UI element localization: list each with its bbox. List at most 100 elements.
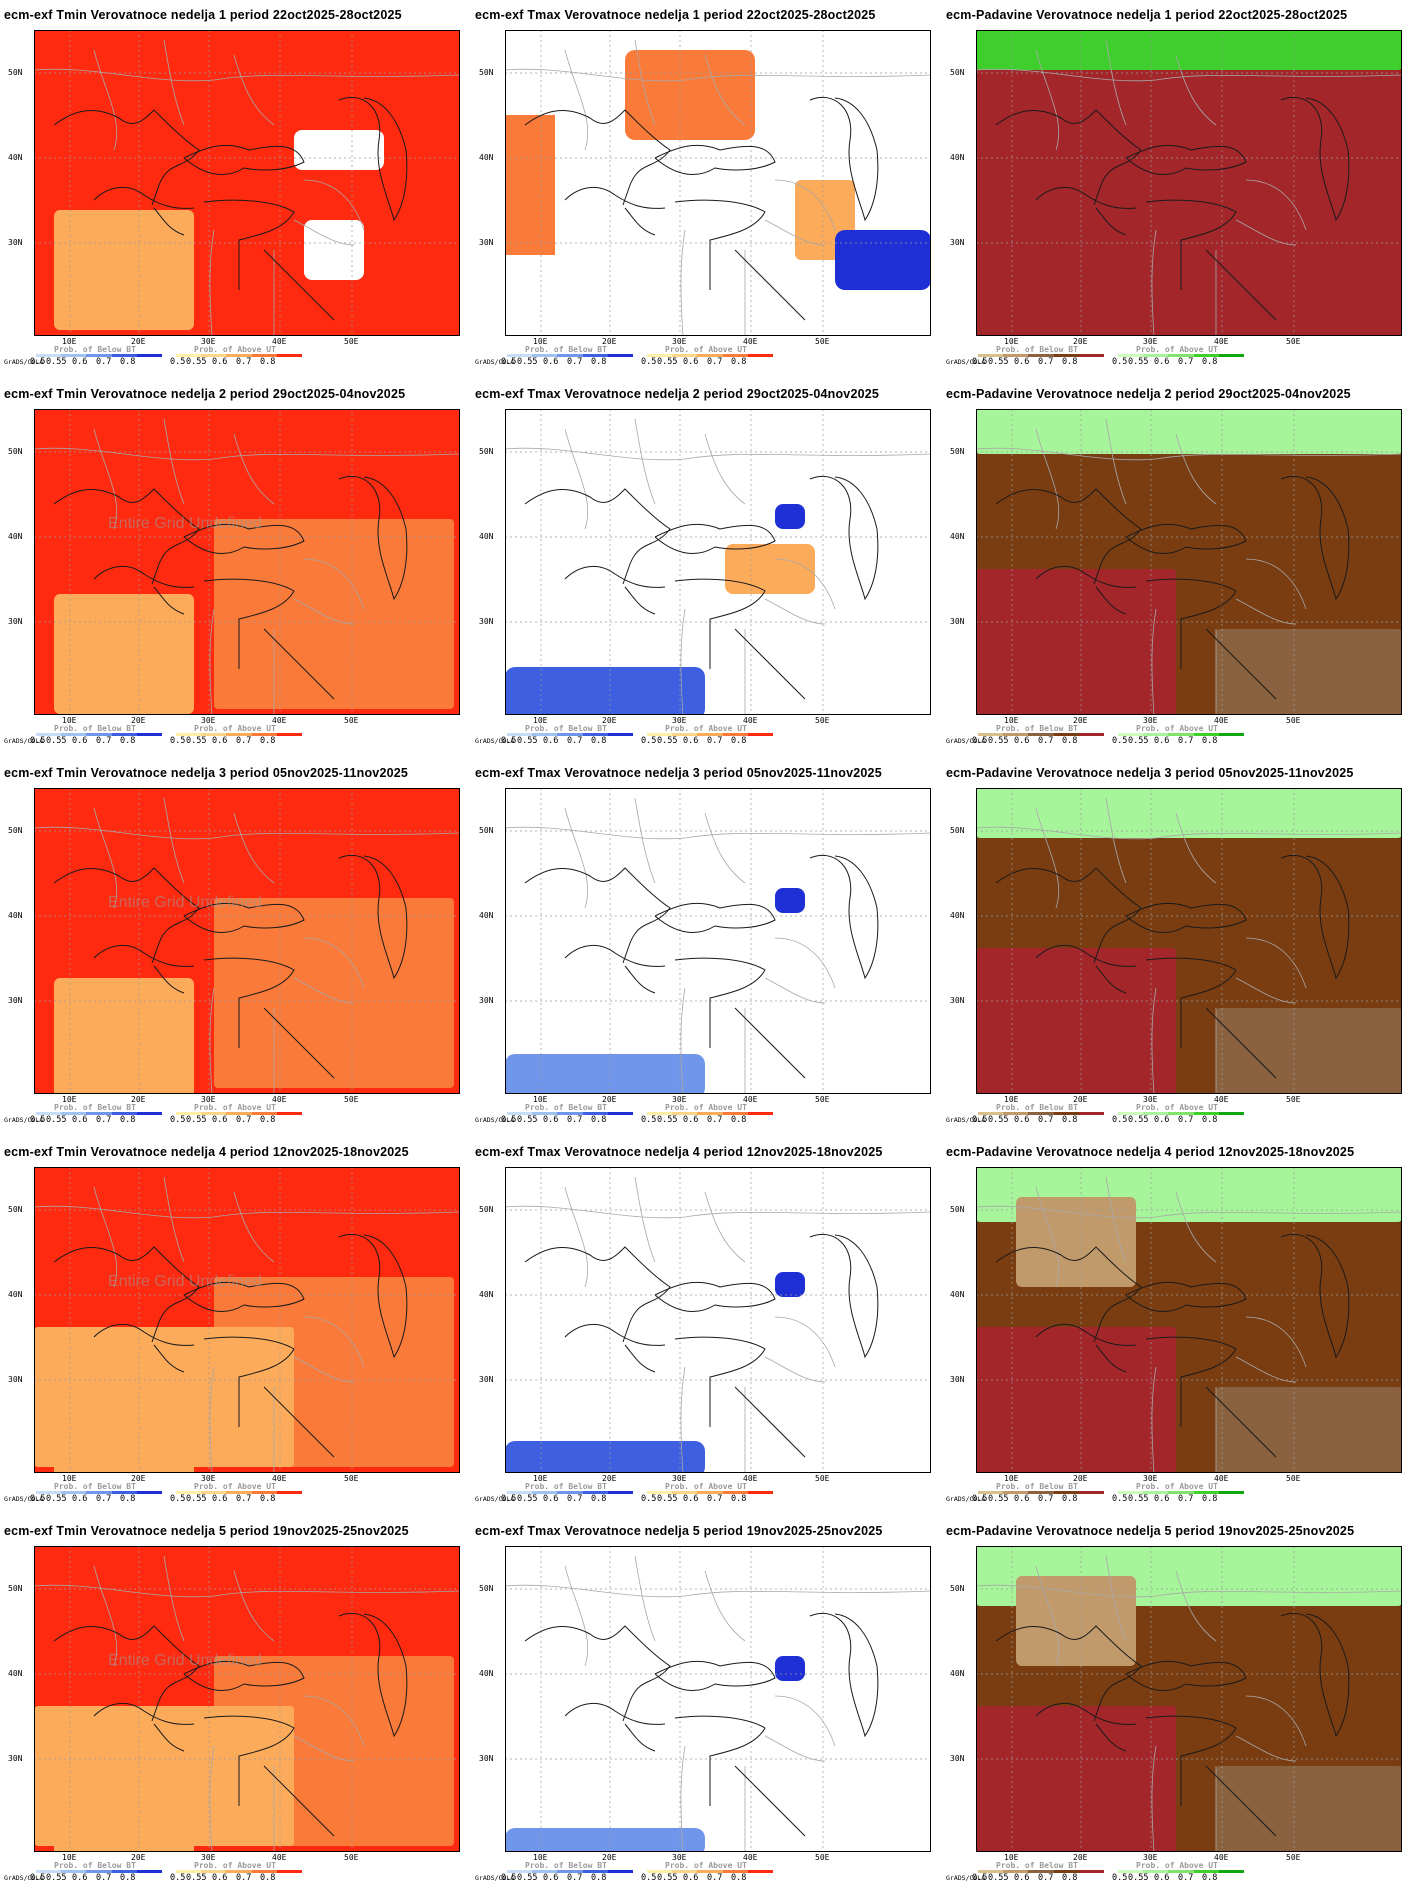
legend-tick-label: 0.5 xyxy=(30,1494,46,1504)
map-panel-tmax-week-5: ecm-exf Tmax Verovatnoce nedelja 5 perio… xyxy=(471,1516,942,1895)
country-border xyxy=(564,807,589,909)
legend-swatch xyxy=(672,1491,698,1494)
latitude-label: 40N xyxy=(479,1290,494,1299)
coastline xyxy=(153,586,185,615)
country-border xyxy=(293,1356,355,1383)
longitude-label: 20E xyxy=(1073,1853,1088,1862)
legend-title: Prob. of Above UT xyxy=(1136,1482,1218,1491)
legend-colorbar xyxy=(507,1870,634,1873)
legend-tick-label: 0.5 xyxy=(972,1494,988,1504)
legend-tick-label: 0.6 xyxy=(1154,736,1170,746)
legend-tick-label: 0.8 xyxy=(1202,1115,1218,1125)
longitude-label: 20E xyxy=(1073,337,1088,346)
legend-swatch xyxy=(136,1491,163,1494)
legend-tick-label: 0.7 xyxy=(1178,357,1194,367)
coastline xyxy=(734,1765,806,1837)
country-border xyxy=(209,987,215,1094)
country-border xyxy=(564,428,589,530)
legend-swatch xyxy=(226,1491,252,1494)
longitude-label: 20E xyxy=(1073,1095,1088,1104)
country-border xyxy=(976,68,1402,82)
legend-swatch xyxy=(1193,1112,1219,1115)
legend-swatch xyxy=(1143,1870,1169,1873)
country-border xyxy=(976,447,1402,461)
legend-colorbar xyxy=(507,1112,634,1115)
legend-tick-label: 0.8 xyxy=(260,1115,276,1125)
legend-swatch xyxy=(251,354,277,357)
legend-tick-label: 0.5 xyxy=(501,1873,517,1883)
legend-tick-label: 0.6 xyxy=(683,1873,699,1883)
country-border xyxy=(34,1205,460,1219)
country-border xyxy=(774,179,836,231)
coastline xyxy=(995,867,1142,964)
legend-swatch xyxy=(1078,1112,1105,1115)
legend-tick-label: 0.6 xyxy=(543,1115,559,1125)
legend-swatch xyxy=(607,733,634,736)
legend-colorbar xyxy=(36,1491,163,1494)
longitude-label: 20E xyxy=(602,716,617,725)
longitude-label: 10E xyxy=(533,716,548,725)
legend-title: Prob. of Below BT xyxy=(525,724,607,733)
legend-tick-label: 0.55 xyxy=(657,1115,678,1125)
legend-tick-label: 0.6 xyxy=(212,1115,228,1125)
coastline xyxy=(203,199,295,290)
country-border xyxy=(209,1366,215,1473)
country-border xyxy=(163,797,185,884)
coastline xyxy=(1035,944,1137,967)
legend-tick-label: 0.55 xyxy=(517,1115,538,1125)
country-border xyxy=(34,1584,460,1598)
coastline xyxy=(93,1702,195,1725)
legend-tick-label: 0.8 xyxy=(1062,1115,1078,1125)
map-frame xyxy=(34,788,460,1094)
longitude-label: 40E xyxy=(272,716,287,725)
legend-swatch xyxy=(1003,1870,1029,1873)
country-border xyxy=(1151,229,1157,336)
grads-credit: GrADS/COLA xyxy=(4,1874,44,1882)
legend-colorbar xyxy=(1118,354,1245,357)
panel-title: ecm-Padavine Verovatnoce nedelja 1 perio… xyxy=(946,8,1348,22)
longitude-label: 20E xyxy=(602,1853,617,1862)
legend-tick-label: 0.8 xyxy=(731,1873,747,1883)
legend-swatch xyxy=(1003,1112,1029,1115)
latitude-label: 30N xyxy=(950,238,965,247)
latitude-label: 30N xyxy=(479,617,494,626)
legend-swatch xyxy=(532,1491,558,1494)
latitude-label: 30N xyxy=(8,996,23,1005)
legend-tick-label: 0.55 xyxy=(1128,357,1149,367)
legend-swatch xyxy=(1078,1870,1105,1873)
legend-swatch xyxy=(747,354,774,357)
latitude-label: 40N xyxy=(479,153,494,162)
legend-title: Prob. of Above UT xyxy=(194,1482,276,1491)
coastline xyxy=(203,1336,295,1427)
longitude-label: 20E xyxy=(1073,716,1088,725)
country-border xyxy=(93,49,118,151)
longitude-label: 10E xyxy=(1004,1474,1019,1483)
legend-swatch xyxy=(176,733,202,736)
panel-title: ecm-exf Tmax Verovatnoce nedelja 1 perio… xyxy=(475,8,876,22)
legend-swatch xyxy=(36,1870,62,1873)
legend-swatch xyxy=(201,1870,227,1873)
coastline xyxy=(524,1246,671,1343)
legend-tick-label: 0.7 xyxy=(567,736,583,746)
country-border xyxy=(93,1186,118,1288)
map-background xyxy=(505,1167,931,1473)
legend-swatch xyxy=(276,1112,303,1115)
probability-area xyxy=(1016,1576,1136,1666)
legend-tick-label: 0.55 xyxy=(517,736,538,746)
legend-tick-label: 0.7 xyxy=(567,357,583,367)
legend-title: Prob. of Below BT xyxy=(54,724,136,733)
latitude-label: 50N xyxy=(479,68,494,77)
coastline xyxy=(809,1612,879,1738)
coastline xyxy=(263,1386,335,1458)
latitude-label: 30N xyxy=(950,1754,965,1763)
country-border xyxy=(1235,1356,1297,1383)
coastline xyxy=(1095,1344,1127,1373)
legend-tick-label: 0.6 xyxy=(1154,1115,1170,1125)
grads-credit: GrADS/COLA xyxy=(946,1116,986,1124)
latitude-label: 50N xyxy=(479,447,494,456)
legend-colorbar xyxy=(176,1491,303,1494)
legend-tick-label: 0.8 xyxy=(591,1494,607,1504)
legend-title: Prob. of Below BT xyxy=(525,1861,607,1870)
coastline xyxy=(654,523,776,555)
legend-swatch xyxy=(1028,1112,1054,1115)
